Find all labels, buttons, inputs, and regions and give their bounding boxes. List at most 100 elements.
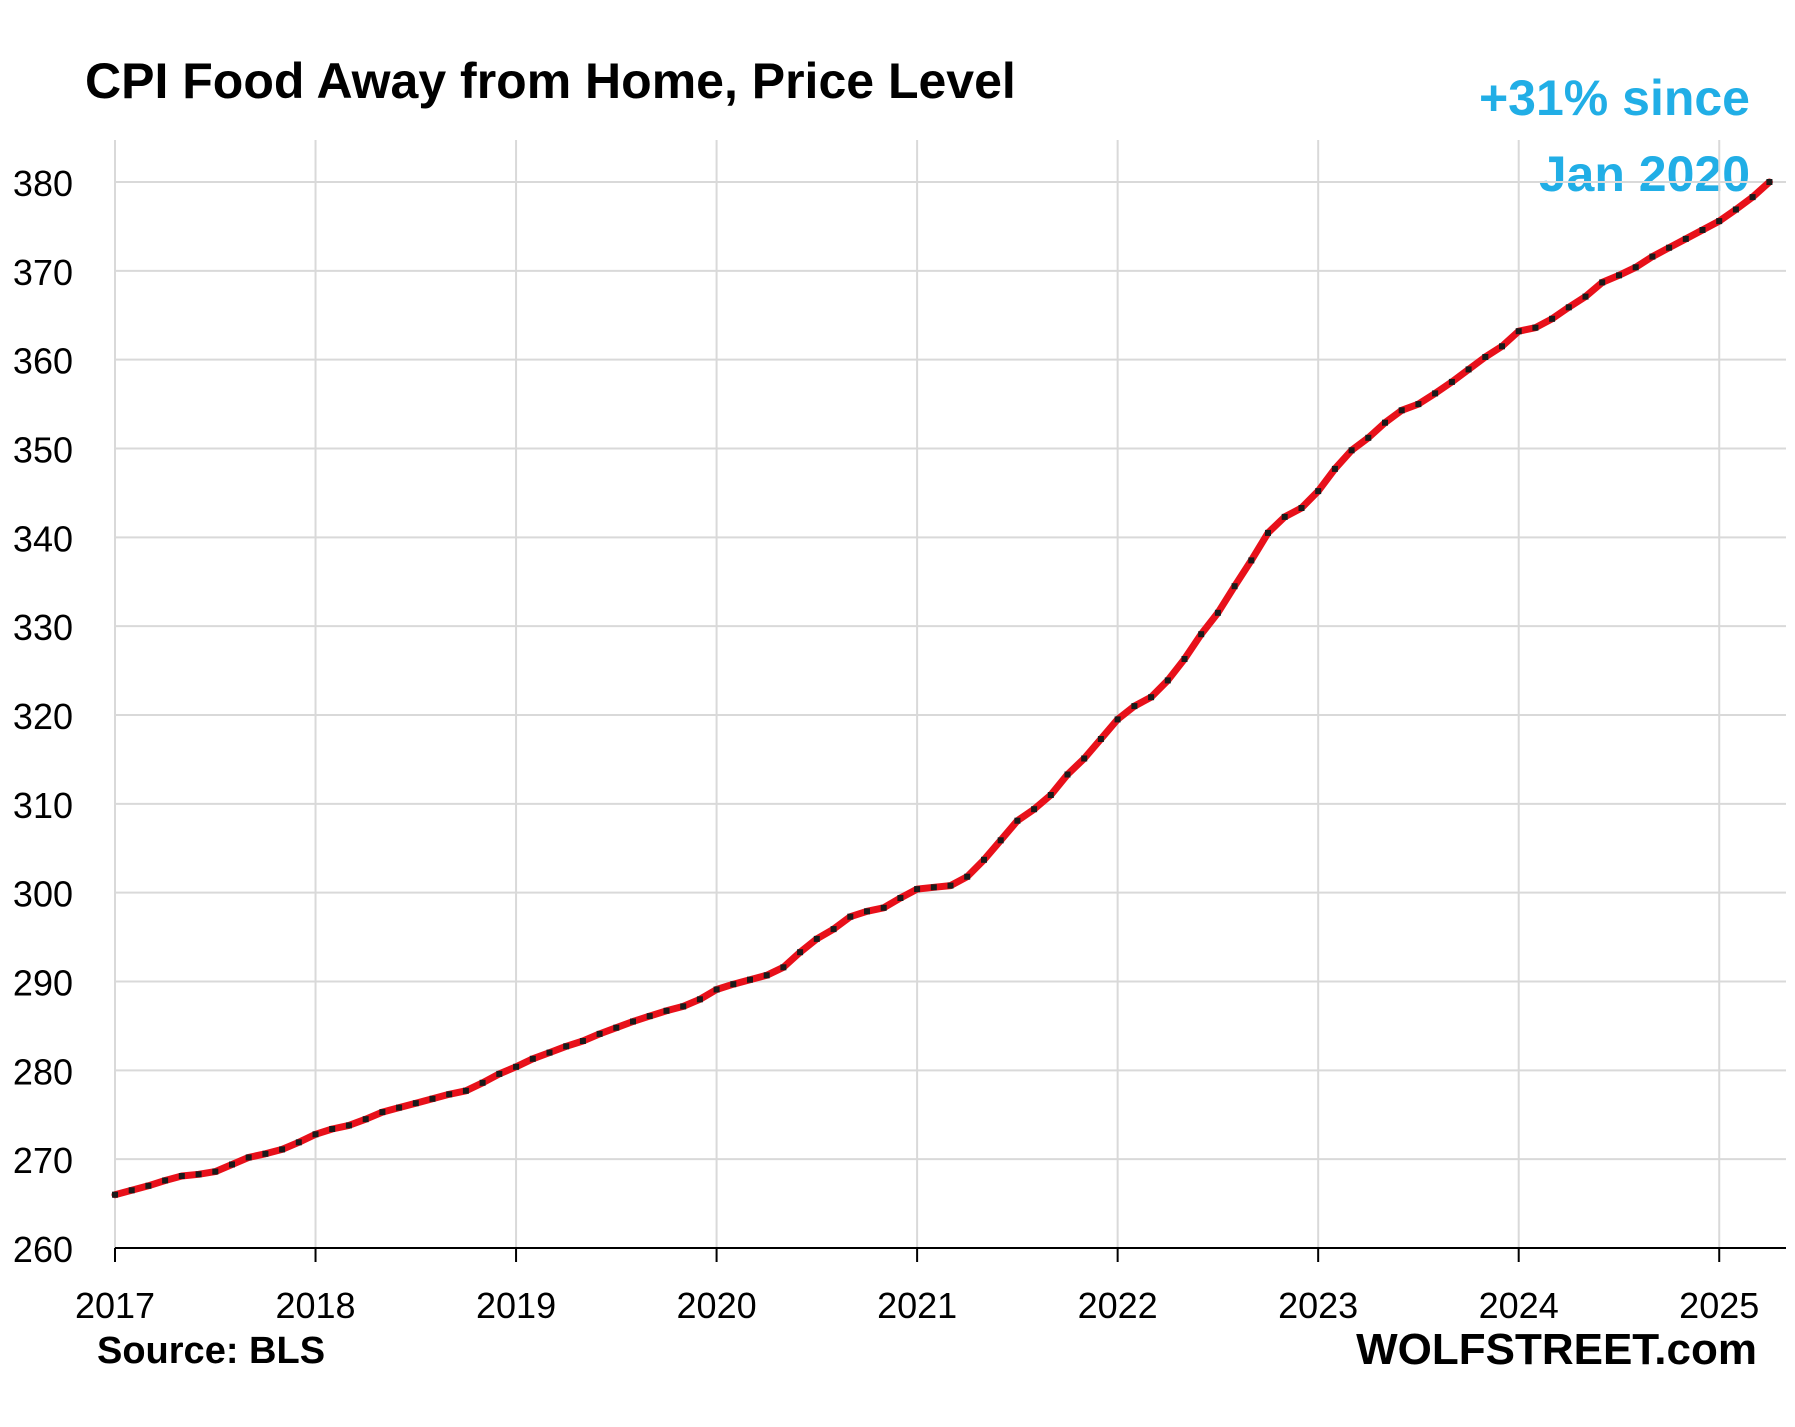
data-point	[546, 1049, 553, 1056]
data-point	[680, 1003, 687, 1010]
grid	[114, 140, 1786, 1249]
data-point	[112, 1191, 118, 1198]
x-tick-label: 2025	[1679, 1285, 1759, 1326]
data-point	[813, 935, 820, 942]
x-tick-label: 2023	[1278, 1285, 1358, 1326]
y-tick-label: 270	[13, 1140, 73, 1181]
data-point	[362, 1116, 369, 1123]
data-point	[1114, 716, 1121, 723]
data-point	[747, 976, 753, 983]
data-point	[1315, 488, 1322, 495]
data-point	[1031, 806, 1038, 813]
data-point	[462, 1087, 469, 1094]
data-point	[212, 1168, 219, 1175]
data-point	[1716, 218, 1723, 225]
x-tick-label: 2020	[677, 1285, 757, 1326]
data-point	[997, 837, 1004, 844]
data-point	[1281, 513, 1288, 520]
data-point	[1064, 771, 1071, 778]
data-point	[1515, 328, 1522, 335]
data-point	[1415, 401, 1422, 408]
y-tick-label: 350	[13, 430, 73, 471]
data-point	[1582, 293, 1589, 300]
data-point	[262, 1150, 269, 1157]
source-label: Source: BLS	[97, 1330, 326, 1372]
data-point	[429, 1095, 436, 1102]
data-point	[1549, 315, 1556, 322]
data-point	[128, 1187, 135, 1194]
data-point	[513, 1063, 520, 1070]
data-point	[563, 1043, 570, 1050]
data-point	[479, 1079, 486, 1086]
x-tick-label: 2018	[275, 1285, 355, 1326]
data-point	[630, 1018, 636, 1025]
data-point	[763, 972, 770, 979]
data-point	[613, 1024, 620, 1031]
data-point	[864, 908, 870, 915]
data-point	[1398, 407, 1405, 414]
data-point	[1181, 656, 1188, 662]
data-point	[1365, 434, 1372, 441]
y-tick-label: 380	[13, 163, 73, 204]
data-point	[1014, 817, 1021, 824]
data-point	[1666, 244, 1673, 251]
data-point	[312, 1131, 319, 1138]
series-line	[111, 178, 1773, 1199]
data-point	[1599, 279, 1606, 286]
data-point	[1632, 264, 1639, 271]
data-point	[1348, 447, 1355, 454]
data-point	[1231, 583, 1238, 590]
data-point	[897, 895, 904, 901]
series	[111, 178, 1773, 1199]
data-point	[1565, 304, 1572, 311]
data-point	[245, 1154, 252, 1161]
data-point	[412, 1100, 419, 1107]
data-point	[847, 913, 854, 920]
data-point	[145, 1182, 152, 1189]
y-tick-label: 360	[13, 341, 73, 382]
data-point	[1649, 253, 1656, 260]
data-point	[730, 981, 737, 988]
annotation-line-2: Jan 2020	[1538, 146, 1750, 202]
data-point	[1749, 194, 1756, 201]
y-tick-label: 330	[13, 607, 73, 648]
data-point	[1382, 419, 1388, 426]
data-point	[1699, 227, 1706, 233]
data-point	[1265, 529, 1271, 536]
y-tick-label: 340	[13, 518, 73, 559]
data-point	[1448, 378, 1455, 385]
data-point	[914, 886, 921, 893]
data-point	[1732, 206, 1739, 213]
x-tick-label: 2024	[1479, 1285, 1559, 1326]
data-point	[229, 1161, 235, 1168]
chart-title: CPI Food Away from Home, Price Level	[85, 53, 1016, 109]
data-point	[1131, 703, 1138, 710]
data-point	[279, 1146, 286, 1153]
data-point	[379, 1109, 386, 1116]
data-point	[1047, 792, 1054, 798]
data-point	[329, 1126, 336, 1132]
data-point	[1616, 272, 1622, 279]
data-point	[1298, 505, 1305, 511]
brand-label: WOLFSTREET.com	[1356, 1325, 1757, 1374]
data-point	[446, 1091, 453, 1098]
data-point	[1081, 755, 1088, 762]
change-annotation: +31% since Jan 2020	[1479, 60, 1750, 212]
data-point	[396, 1104, 403, 1111]
y-tick-label: 260	[13, 1229, 73, 1270]
x-tick-label: 2019	[476, 1285, 556, 1326]
data-point	[1465, 366, 1472, 373]
data-point	[579, 1038, 586, 1044]
y-tick-label: 310	[13, 785, 73, 826]
data-point	[663, 1007, 670, 1014]
y-tick-label: 320	[13, 696, 73, 737]
data-point	[646, 1013, 653, 1020]
axes: 260 270 280 290 300 310 320 330 340 350 360 370 380 2…	[13, 163, 1786, 1326]
y-tick-label: 280	[13, 1051, 73, 1092]
data-point	[930, 884, 937, 891]
data-point	[295, 1139, 302, 1146]
data-point	[1097, 736, 1104, 742]
data-point	[964, 873, 971, 880]
